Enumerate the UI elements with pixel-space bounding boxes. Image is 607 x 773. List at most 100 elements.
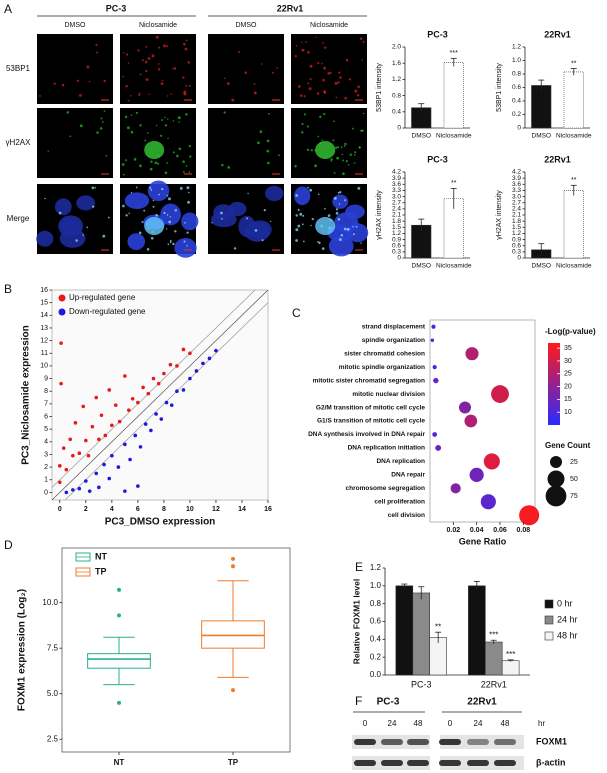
- focus: [185, 84, 188, 87]
- y-tick-label: 14: [40, 312, 48, 319]
- outlier: [231, 688, 235, 693]
- y-axis-label: PC3_Niclosamide expression: [21, 325, 32, 465]
- focus: [127, 62, 130, 64]
- focus: [299, 94, 303, 97]
- focus: [266, 139, 270, 143]
- nucleus: [174, 238, 197, 258]
- focus: [353, 154, 356, 156]
- focus: [152, 199, 155, 202]
- focus: [150, 160, 153, 163]
- focus: [253, 83, 256, 86]
- y-tick-label: 2.7: [512, 199, 521, 206]
- focus: [361, 129, 364, 132]
- micrograph: [37, 34, 113, 104]
- focus: [141, 220, 144, 224]
- term-label: mitotic spindle organization: [339, 364, 425, 371]
- term-label: DNA repair: [391, 472, 425, 479]
- focus: [337, 191, 340, 194]
- y-tick-label: 6: [44, 413, 48, 420]
- point: [87, 489, 92, 493]
- focus: [358, 146, 361, 149]
- point: [181, 347, 186, 352]
- focus: [122, 204, 125, 208]
- focus: [353, 162, 356, 164]
- y-tick-label: 0.8: [512, 71, 521, 78]
- focus: [268, 112, 270, 115]
- focus: [188, 171, 191, 173]
- focus: [164, 116, 166, 119]
- focus: [341, 153, 344, 156]
- y-tick-label: 1.0: [370, 581, 382, 590]
- y-tick-label: 3: [44, 451, 48, 458]
- point: [123, 374, 127, 378]
- focus: [167, 243, 170, 246]
- focus: [299, 212, 303, 216]
- focus: [322, 78, 325, 82]
- focus: [105, 154, 108, 157]
- focus: [231, 98, 235, 102]
- point: [110, 423, 114, 428]
- x-tick-label: 6: [136, 506, 140, 513]
- term-label: DNA replication: [376, 458, 425, 465]
- focus: [303, 95, 306, 98]
- point: [102, 462, 106, 467]
- size-key: [550, 456, 562, 468]
- bar: [429, 637, 447, 676]
- focus: [307, 82, 310, 85]
- focus: [244, 71, 248, 74]
- significance: **: [451, 180, 457, 187]
- focus: [329, 71, 332, 75]
- focus: [168, 197, 171, 201]
- focus: [79, 124, 83, 128]
- micrograph-bg: [37, 34, 113, 104]
- bar: [531, 85, 552, 129]
- panel-label: B: [4, 282, 12, 296]
- legend-label: 48 hr: [557, 630, 578, 640]
- bright-nucleus: [144, 141, 165, 159]
- size-key-label: 25: [570, 459, 578, 466]
- focus: [125, 159, 128, 162]
- focus: [154, 161, 158, 165]
- focus: [294, 54, 297, 58]
- micrograph-bg: [208, 34, 284, 104]
- focus: [306, 148, 310, 152]
- y-axis-label: γH2AX intensity: [496, 190, 503, 240]
- y-tick-label: 1.2: [512, 230, 521, 237]
- focus: [150, 188, 153, 191]
- focus: [333, 171, 336, 174]
- y-tick-label: 0.8: [392, 92, 401, 99]
- point: [123, 442, 127, 447]
- colorbar: [548, 343, 560, 425]
- focus: [169, 239, 172, 242]
- focus: [220, 211, 223, 215]
- point: [164, 400, 169, 405]
- focus: [311, 218, 314, 221]
- focus: [188, 144, 192, 148]
- focus: [323, 91, 327, 94]
- focus: [166, 214, 169, 216]
- x-axis-label: PC3_DMSO expression: [105, 517, 216, 528]
- stain-label: 53BP1: [6, 64, 31, 73]
- focus: [144, 60, 148, 64]
- focus: [349, 153, 352, 156]
- focus: [357, 186, 361, 190]
- timepoint: 0: [363, 719, 368, 728]
- focus: [125, 84, 128, 88]
- focus: [99, 127, 103, 130]
- focus: [338, 238, 342, 241]
- nucleus: [213, 204, 234, 221]
- focus: [174, 230, 177, 233]
- bright-nucleus: [315, 141, 336, 159]
- focus: [247, 192, 249, 195]
- focus: [335, 208, 339, 211]
- focus: [351, 127, 354, 130]
- focus: [178, 121, 180, 123]
- focus: [164, 124, 168, 127]
- focus: [145, 45, 148, 48]
- colorbar-tick-label: 10: [564, 409, 572, 416]
- focus: [75, 239, 78, 242]
- focus: [330, 157, 333, 161]
- focus: [340, 146, 343, 149]
- legend-label: Up-regulated gene: [69, 293, 136, 302]
- y-tick-label: 0: [517, 125, 521, 132]
